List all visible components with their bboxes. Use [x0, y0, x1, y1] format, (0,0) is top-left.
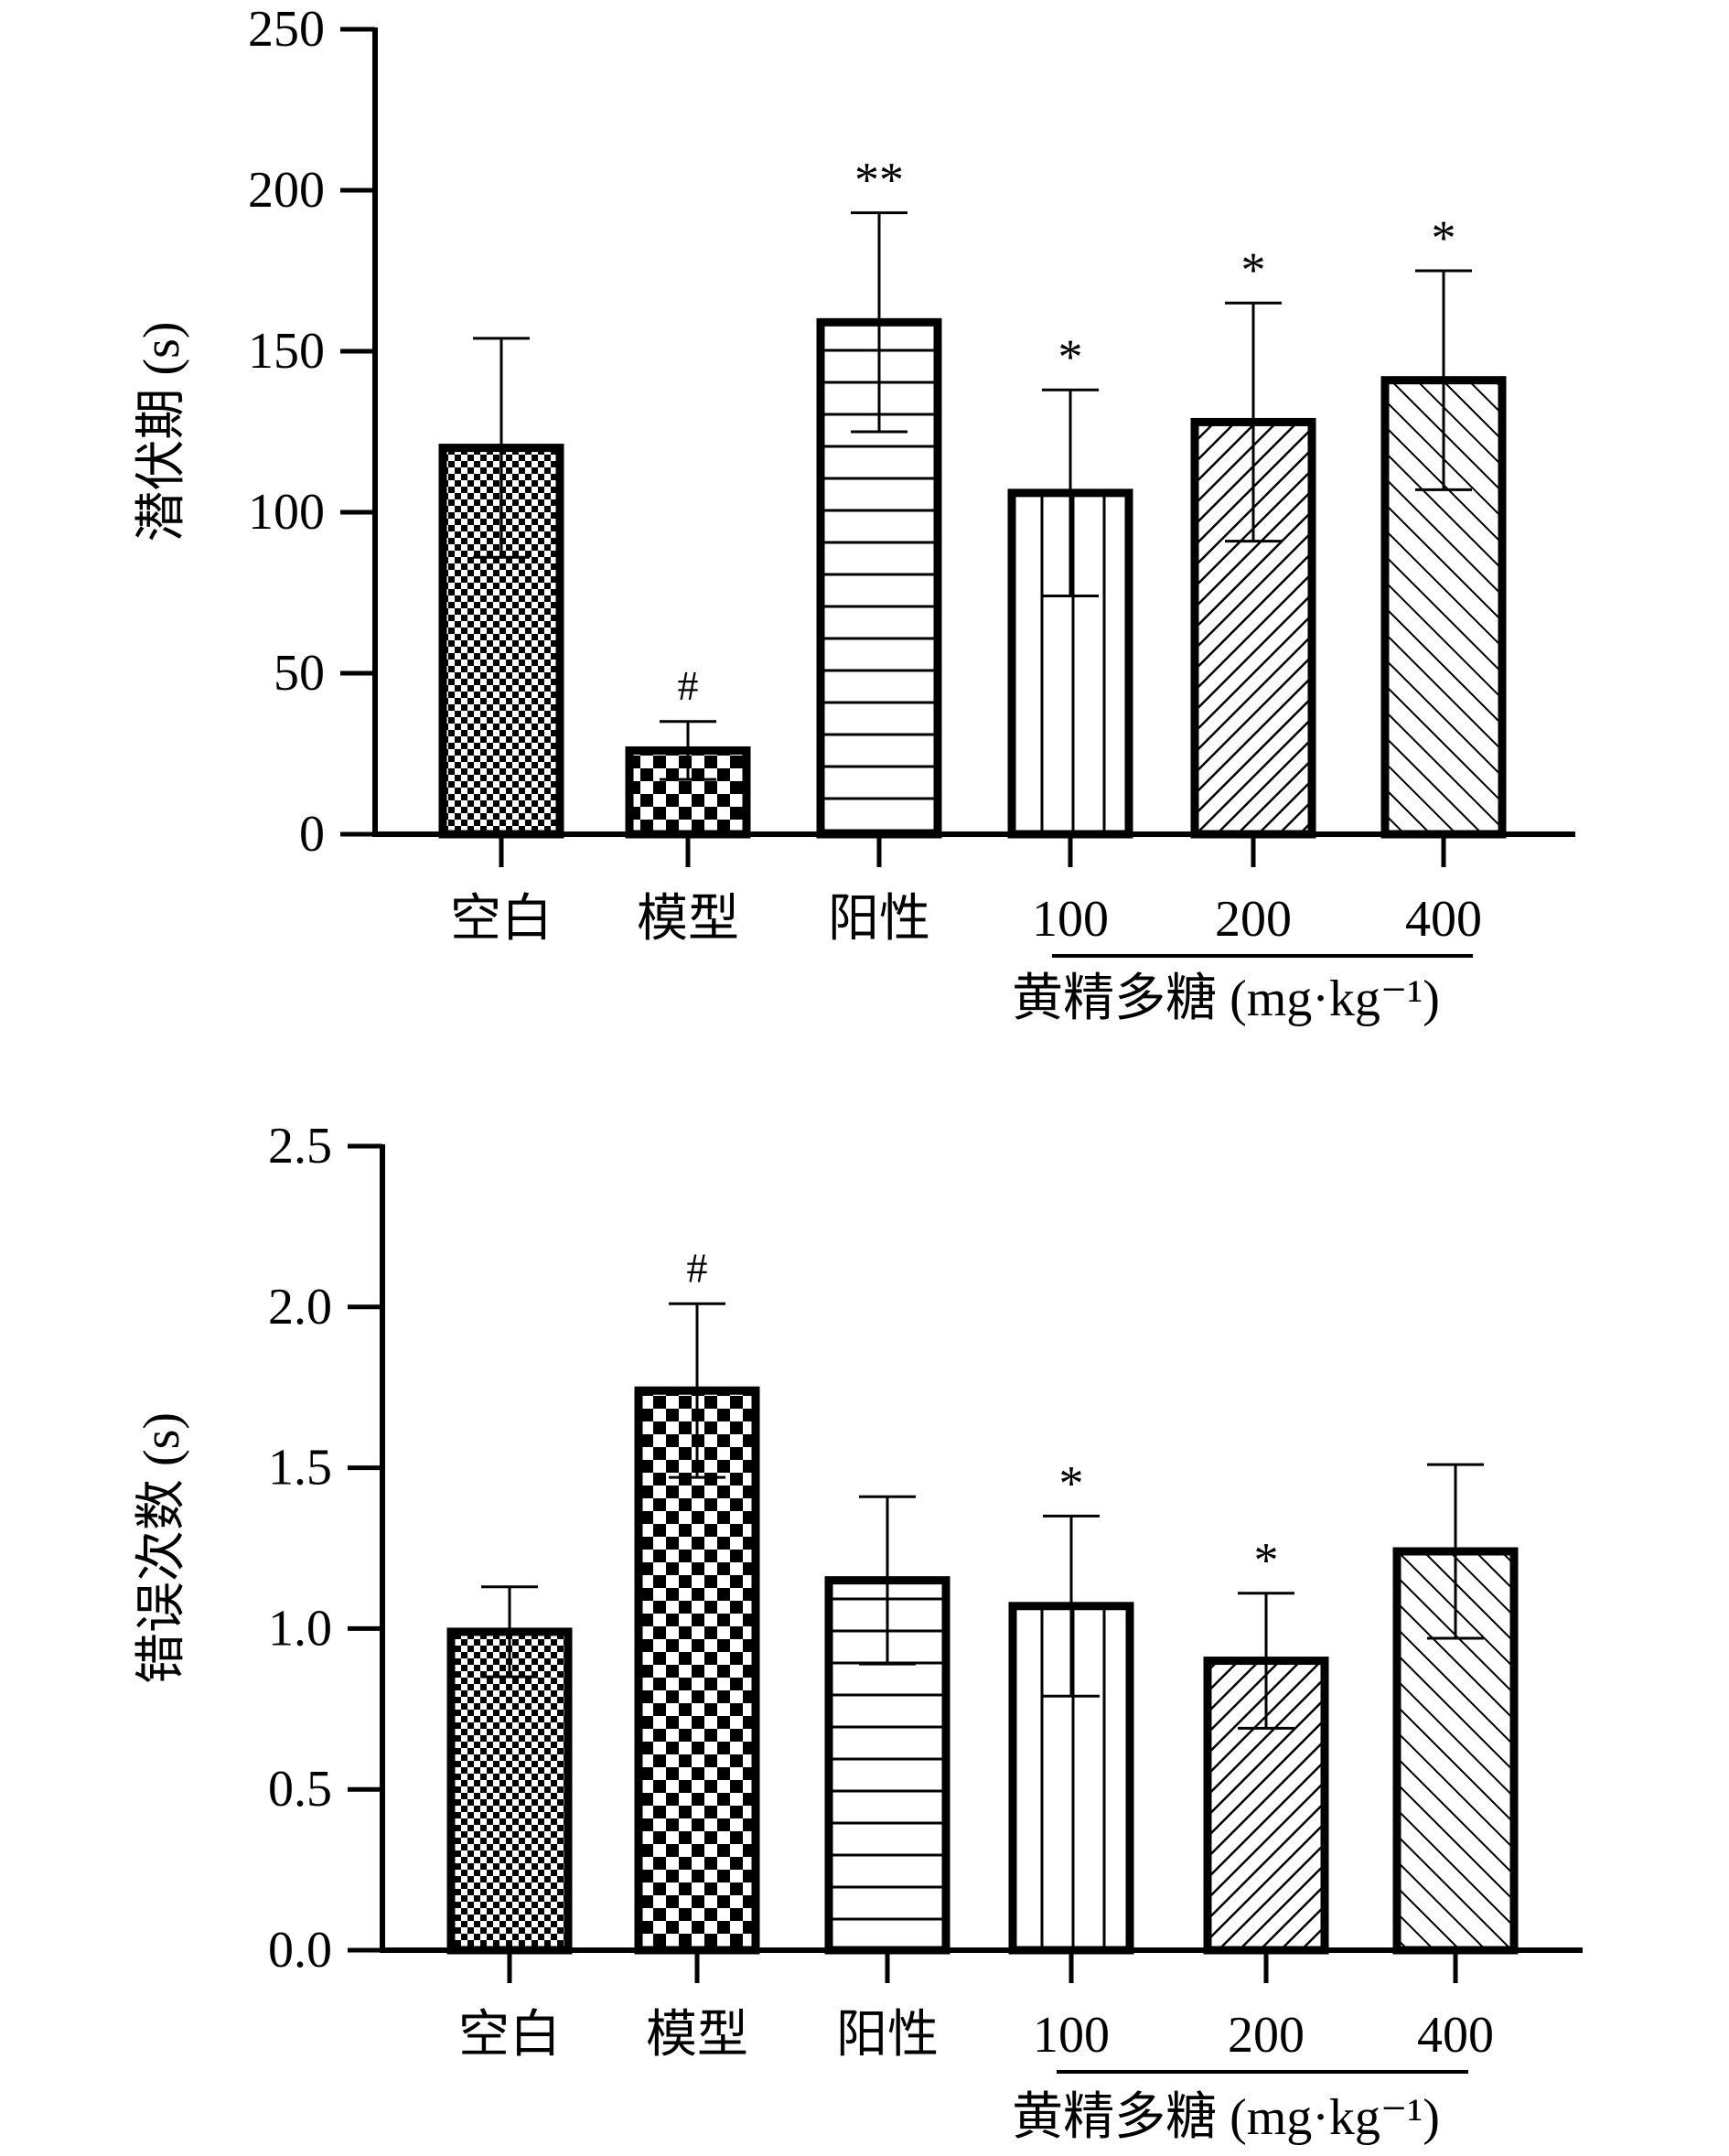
x-tick-label: 空白	[450, 891, 553, 948]
y-tick-label: 50	[274, 645, 325, 702]
y-tick-label: 1.0	[268, 1600, 332, 1657]
y-tick-label: 2.0	[268, 1279, 332, 1335]
y-tick-label: 150	[248, 323, 325, 380]
significance-label: *	[1432, 210, 1456, 265]
y-tick-label: 1.5	[268, 1440, 332, 1496]
significance-label: #	[687, 1244, 708, 1291]
significance-label: *	[1254, 1533, 1279, 1588]
x-tick-label: 空白	[458, 2007, 561, 2064]
significance-label: **	[854, 153, 904, 208]
x-tick-label: 200	[1215, 891, 1292, 948]
significance-label: *	[1059, 1455, 1084, 1510]
significance-label: #	[678, 662, 699, 709]
x-tick-label: 400	[1405, 891, 1482, 948]
x-tick-label: 模型	[637, 891, 739, 948]
y-tick-label: 250	[248, 1, 325, 58]
y-tick-label: 0.5	[268, 1761, 332, 1818]
significance-label: *	[1058, 329, 1083, 384]
error-count-chart: # * * 0.0 0.5 1.0 1.5 2.0 2.5 空白 模型 阳性 100 200 400 黄精多糖…	[134, 1118, 1583, 2146]
bar	[824, 1576, 950, 1955]
x-tick-label: 模型	[646, 2007, 748, 2064]
y-tick-label: 0	[299, 806, 325, 863]
x-tick-label: 阳性	[836, 2007, 939, 2064]
y-tick-label: 0.0	[268, 1922, 332, 1979]
bar	[634, 1386, 760, 1955]
y-tick-label: 100	[248, 484, 325, 541]
y-axis-title: 错误次数 (s)	[134, 1412, 190, 1684]
x-tick-label: 400	[1417, 2007, 1494, 2064]
x-tick-label: 200	[1228, 2007, 1305, 2064]
y-tick-label: 200	[248, 162, 325, 219]
x-axis-title: 黄精多糖 (mg·kg⁻¹)	[1012, 971, 1440, 1027]
significance-label: *	[1241, 242, 1266, 297]
x-tick-label: 100	[1033, 2007, 1110, 2064]
x-axis-title: 黄精多糖 (mg·kg⁻¹)	[1012, 2089, 1440, 2146]
y-tick-label: 2.5	[268, 1118, 332, 1175]
y-axis-title: 潜伏期 (s)	[134, 321, 190, 542]
x-tick-label: 阳性	[828, 891, 930, 948]
bar	[446, 1627, 573, 1955]
x-tick-label: 100	[1032, 891, 1109, 948]
